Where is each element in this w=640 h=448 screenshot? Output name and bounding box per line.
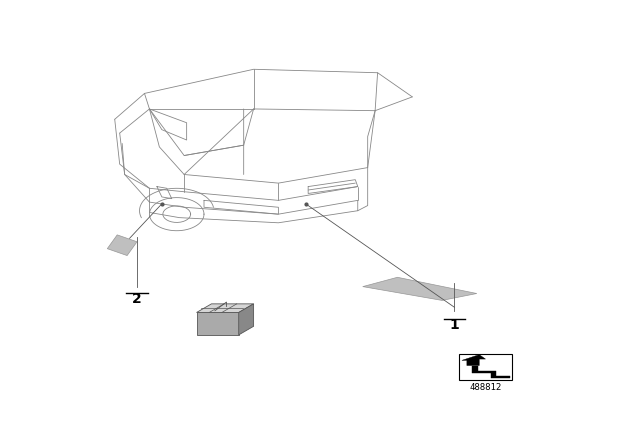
Polygon shape (196, 304, 253, 313)
FancyBboxPatch shape (460, 354, 511, 380)
Polygon shape (239, 304, 253, 335)
Text: 3: 3 (221, 307, 231, 321)
Polygon shape (108, 235, 137, 255)
Text: 2: 2 (132, 292, 142, 306)
Polygon shape (462, 355, 486, 366)
Polygon shape (363, 277, 477, 301)
Text: 488812: 488812 (469, 383, 502, 392)
Text: 1: 1 (450, 318, 460, 332)
Polygon shape (196, 313, 239, 335)
Polygon shape (472, 366, 511, 379)
